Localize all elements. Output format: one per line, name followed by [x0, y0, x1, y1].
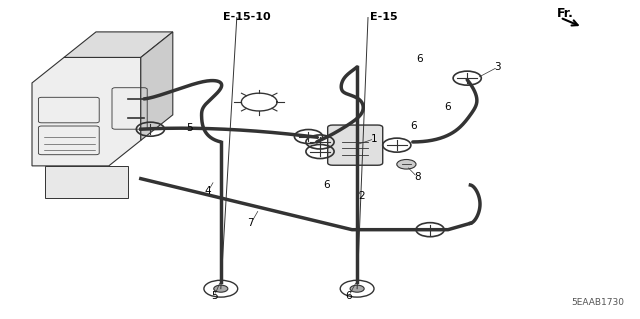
Text: E-15-10: E-15-10 — [223, 11, 270, 22]
Text: 7: 7 — [248, 218, 254, 228]
Text: 6: 6 — [445, 102, 451, 112]
Text: Fr.: Fr. — [557, 7, 573, 20]
Text: 6: 6 — [323, 180, 330, 190]
Text: 4: 4 — [205, 186, 211, 197]
Circle shape — [397, 160, 416, 169]
Polygon shape — [141, 32, 173, 140]
Text: 5: 5 — [186, 122, 193, 133]
Text: 6: 6 — [410, 121, 417, 131]
Text: 3: 3 — [495, 62, 501, 72]
Polygon shape — [45, 166, 128, 198]
Text: 6: 6 — [346, 291, 352, 301]
Circle shape — [350, 285, 364, 292]
Polygon shape — [32, 57, 141, 166]
Text: 5: 5 — [211, 291, 218, 301]
FancyBboxPatch shape — [328, 125, 383, 165]
Circle shape — [214, 285, 228, 292]
Text: 1: 1 — [371, 134, 378, 144]
Text: 2: 2 — [358, 191, 365, 201]
Text: 5EAAB1730: 5EAAB1730 — [571, 298, 624, 307]
Text: 8: 8 — [414, 172, 420, 182]
Text: 6: 6 — [416, 54, 422, 64]
Polygon shape — [64, 32, 173, 57]
Text: E-15: E-15 — [370, 11, 398, 22]
